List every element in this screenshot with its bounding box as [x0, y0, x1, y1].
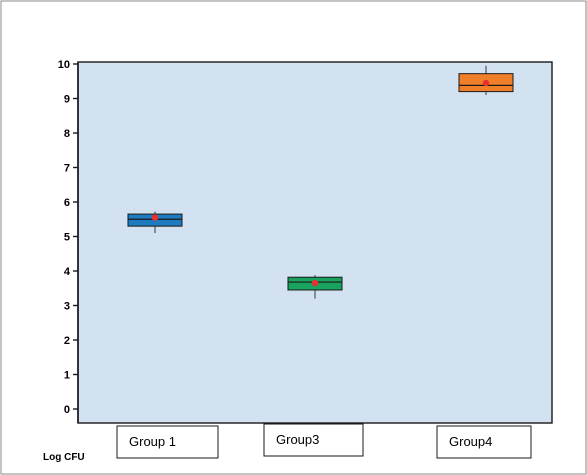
category-label: Group4 — [449, 434, 492, 449]
y-tick-label: 3 — [64, 301, 70, 313]
y-tick-label: 0 — [64, 404, 70, 416]
box-3 — [458, 65, 514, 96]
y-tick-label: 9 — [64, 94, 70, 106]
category-label-box — [116, 425, 219, 459]
category-label: Group 1 — [129, 434, 176, 449]
mean-marker — [311, 279, 319, 287]
category-label-box — [263, 423, 364, 457]
y-tick-label: 8 — [64, 128, 70, 140]
category-label-box — [436, 425, 532, 459]
plot-area — [77, 61, 553, 424]
box-series — [127, 65, 514, 299]
y-tick-label: 7 — [64, 163, 70, 175]
box-1 — [127, 211, 183, 234]
y-tick-label: 1 — [64, 370, 70, 382]
y-tick-label: 5 — [64, 232, 70, 244]
y-tick-label: 4 — [64, 266, 71, 278]
y-tick-label: 2 — [64, 335, 70, 347]
y-tick-label: 6 — [64, 197, 70, 209]
box-2 — [287, 275, 343, 299]
y-axis-label: Log CFU — [43, 452, 85, 463]
mean-marker — [482, 79, 490, 87]
category-labels: Group 1 Group3 Group4 — [116, 423, 532, 459]
y-axis-ticks: 0 1 2 3 4 5 6 7 8 9 10 — [58, 59, 78, 416]
y-tick-label: 10 — [58, 59, 70, 71]
category-label: Group3 — [276, 432, 319, 447]
mean-marker — [151, 214, 159, 221]
